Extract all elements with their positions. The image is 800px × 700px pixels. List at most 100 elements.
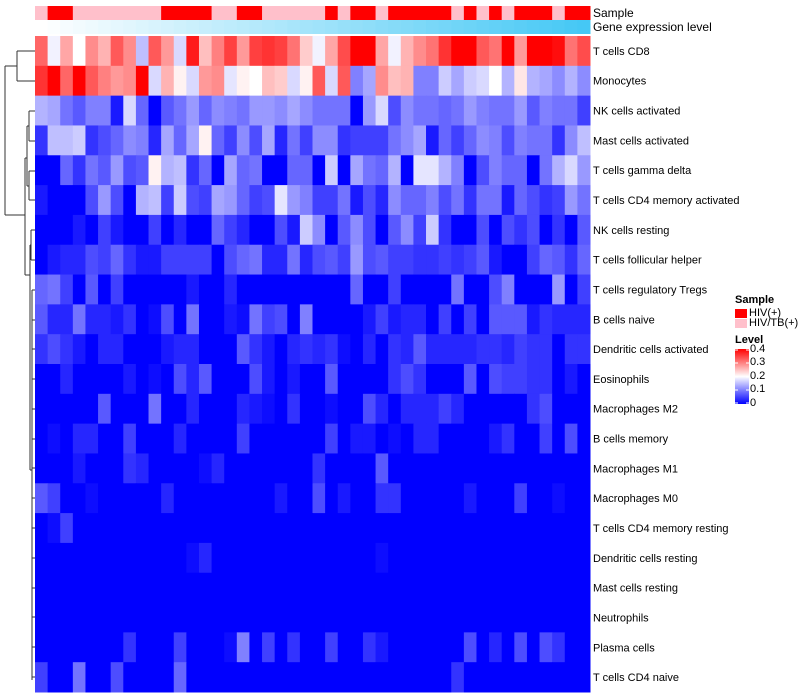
heatmap-cell <box>47 214 61 246</box>
heatmap-cell <box>47 155 61 186</box>
heatmap-cell <box>299 364 313 395</box>
heatmap-cell <box>262 155 276 186</box>
heatmap-cell <box>98 214 112 246</box>
heatmap-cell <box>438 334 452 365</box>
heatmap-cell <box>224 602 238 633</box>
heatmap-cell <box>489 244 503 276</box>
heatmap-cell <box>476 542 490 574</box>
heatmap-cell <box>413 185 427 216</box>
heatmap-cell <box>98 155 112 186</box>
heatmap-cell <box>60 364 74 395</box>
heatmap-cell <box>413 483 427 514</box>
heatmap-cell <box>173 393 187 425</box>
heatmap-cell <box>198 513 213 544</box>
heatmap-cell <box>413 155 427 186</box>
heatmap-cell <box>426 95 440 126</box>
heatmap-cell <box>161 304 175 335</box>
heatmap-cell <box>85 334 99 365</box>
heatmap-cell <box>564 244 578 276</box>
heatmap-cell <box>413 602 427 633</box>
heatmap-cell <box>98 364 112 395</box>
heatmap-cell <box>85 423 99 454</box>
heatmap-cell <box>526 185 541 216</box>
heatmap-cell <box>337 423 351 454</box>
heatmap-cell <box>337 483 351 514</box>
heatmap-cell <box>161 125 175 156</box>
heatmap-cell <box>173 662 187 693</box>
row-label: Plasma cells <box>593 642 655 654</box>
gene-expression-annotation-cell <box>501 20 515 34</box>
heatmap-cell <box>236 483 250 514</box>
heatmap-cell <box>476 185 490 216</box>
heatmap-cell <box>186 214 200 246</box>
heatmap-cell <box>337 662 351 693</box>
heatmap-cell <box>173 334 187 365</box>
heatmap-cell <box>325 185 339 216</box>
heatmap-cell <box>451 572 465 604</box>
heatmap-cell <box>224 453 238 484</box>
heatmap-cell <box>262 602 276 633</box>
sample-annotation-cell <box>35 6 49 20</box>
heatmap-cell <box>413 513 427 544</box>
heatmap-cell <box>451 542 465 574</box>
gene-expression-annotation-cell <box>438 20 452 34</box>
heatmap-cell <box>173 214 187 246</box>
heatmap-cell <box>224 423 238 454</box>
heatmap-cell <box>400 36 414 67</box>
row-label: B cells naive <box>593 314 655 326</box>
heatmap-cell <box>236 125 250 156</box>
heatmap-cell <box>577 304 591 335</box>
heatmap-cell <box>274 393 288 425</box>
heatmap-cell <box>362 602 377 633</box>
heatmap-cell <box>236 304 250 335</box>
heatmap-cell <box>249 513 263 544</box>
heatmap-cell <box>362 453 377 484</box>
heatmap-cell <box>198 304 213 335</box>
heatmap-cell <box>463 214 477 246</box>
heatmap-cell <box>35 572 49 604</box>
heatmap-cell <box>438 423 452 454</box>
heatmap-cell <box>501 274 515 305</box>
heatmap-cell <box>539 542 553 574</box>
heatmap-cell <box>564 185 578 216</box>
heatmap-cell <box>514 155 528 186</box>
heatmap-cell <box>186 453 200 484</box>
heatmap-cell <box>476 572 490 604</box>
heatmap-cell <box>110 244 124 276</box>
heatmap-cell <box>312 483 326 514</box>
heatmap-cell <box>299 483 313 514</box>
heatmap-cell <box>47 453 61 484</box>
heatmap-cell <box>514 274 528 305</box>
heatmap-cell <box>148 423 162 454</box>
heatmap-cell <box>47 304 61 335</box>
heatmap-cell <box>72 632 86 663</box>
heatmap-cell <box>526 393 541 425</box>
level-tick-label: 0.3 <box>750 356 766 368</box>
heatmap-cell <box>161 542 175 574</box>
heatmap-cell <box>148 244 162 276</box>
heatmap-cell <box>350 364 364 395</box>
heatmap-cell <box>123 155 137 186</box>
sample-annotation-cell <box>274 6 288 20</box>
heatmap-cell <box>539 65 553 97</box>
heatmap-cell <box>337 513 351 544</box>
heatmap-cell <box>438 453 452 484</box>
gene-expression-annotation-cell <box>577 20 591 34</box>
heatmap-cell <box>135 185 150 216</box>
heatmap-cell <box>148 155 162 186</box>
heatmap-cell <box>362 542 377 574</box>
heatmap-cell <box>451 423 465 454</box>
heatmap-cell <box>299 65 313 97</box>
heatmap-cell <box>198 364 213 395</box>
heatmap-cell <box>186 572 200 604</box>
heatmap-cell <box>60 393 74 425</box>
heatmap-cell <box>501 364 515 395</box>
gene-expression-annotation-cell <box>198 20 213 34</box>
heatmap-cell <box>249 483 263 514</box>
heatmap-cell <box>211 483 225 514</box>
heatmap-cell <box>85 304 99 335</box>
heatmap-cell <box>262 542 276 574</box>
heatmap-cell <box>35 334 49 365</box>
heatmap-cell <box>552 95 566 126</box>
heatmap-cell <box>388 65 402 97</box>
